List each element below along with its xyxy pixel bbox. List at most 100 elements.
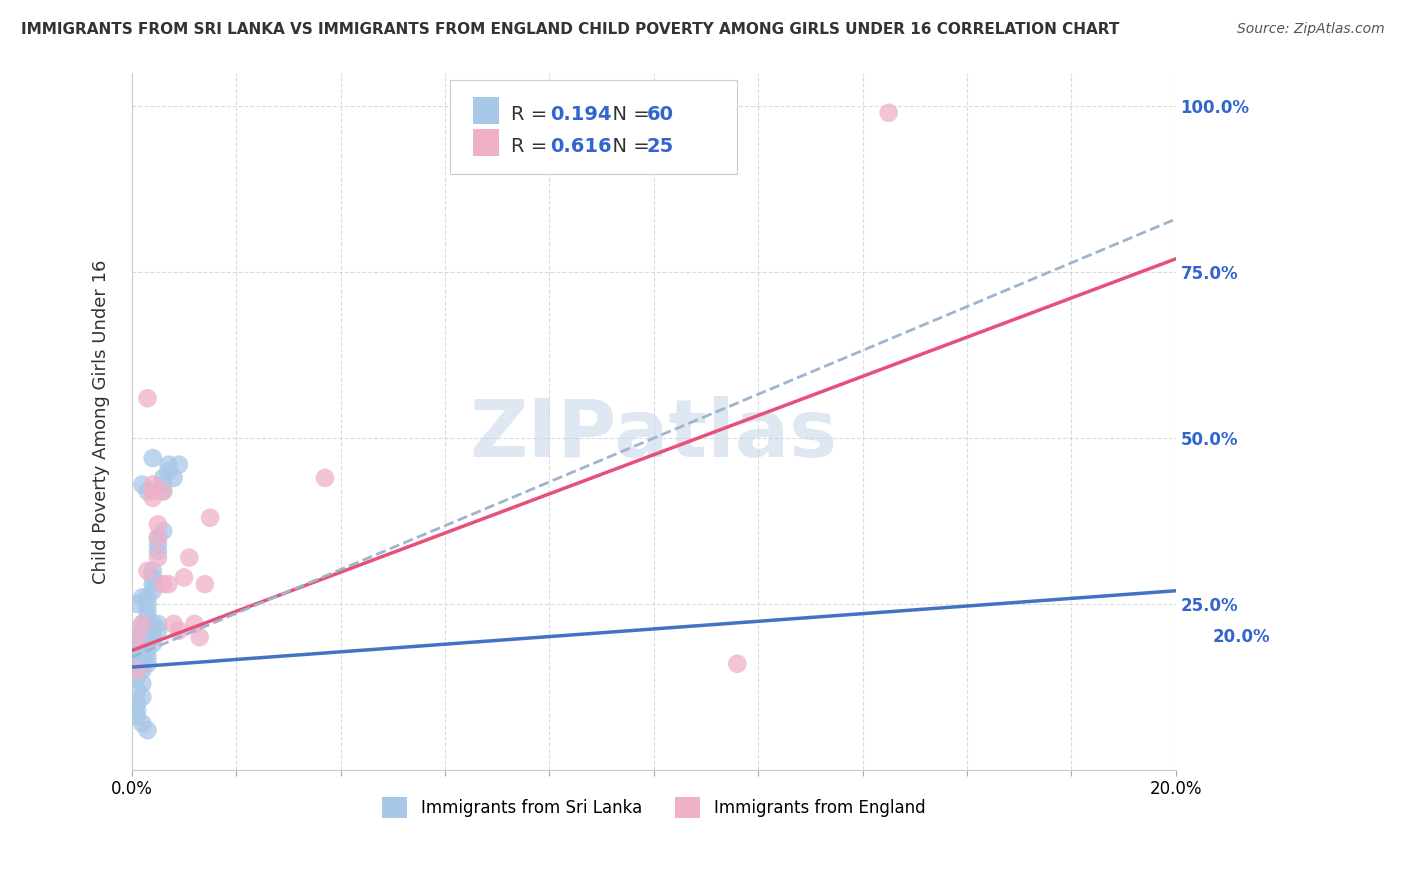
Point xyxy=(136,391,159,405)
Point xyxy=(131,591,153,605)
Point xyxy=(136,624,159,638)
Point xyxy=(152,577,174,591)
Point xyxy=(179,550,201,565)
Point xyxy=(131,477,153,491)
Point xyxy=(125,703,148,717)
Point xyxy=(125,710,148,724)
Point xyxy=(152,484,174,499)
Point xyxy=(131,650,153,665)
Point xyxy=(131,643,153,657)
Text: Source: ZipAtlas.com: Source: ZipAtlas.com xyxy=(1237,22,1385,37)
Y-axis label: Child Poverty Among Girls Under 16: Child Poverty Among Girls Under 16 xyxy=(93,260,110,583)
Point xyxy=(152,471,174,485)
Point xyxy=(125,670,148,684)
Point xyxy=(167,624,190,638)
Text: 60: 60 xyxy=(647,104,673,124)
Point xyxy=(142,491,165,505)
Text: IMMIGRANTS FROM SRI LANKA VS IMMIGRANTS FROM ENGLAND CHILD POVERTY AMONG GIRLS U: IMMIGRANTS FROM SRI LANKA VS IMMIGRANTS … xyxy=(21,22,1119,37)
Point xyxy=(136,610,159,624)
Point xyxy=(136,643,159,657)
Point xyxy=(125,683,148,698)
Point xyxy=(125,630,148,644)
Point xyxy=(146,550,169,565)
Point xyxy=(146,624,169,638)
Point xyxy=(183,617,205,632)
Point xyxy=(146,537,169,551)
Text: 0.194: 0.194 xyxy=(551,104,612,124)
Point xyxy=(142,624,165,638)
Point xyxy=(136,650,159,665)
Point xyxy=(131,617,153,632)
Legend: Immigrants from Sri Lanka, Immigrants from England: Immigrants from Sri Lanka, Immigrants fr… xyxy=(375,790,932,824)
Text: ZIPatlas: ZIPatlas xyxy=(470,396,838,475)
Text: 0.616: 0.616 xyxy=(551,136,612,156)
Point xyxy=(142,577,165,591)
Point xyxy=(152,477,174,491)
Point xyxy=(125,597,148,611)
Point xyxy=(877,105,900,120)
Point xyxy=(142,637,165,651)
Point xyxy=(157,458,180,472)
Point xyxy=(162,471,184,485)
Point xyxy=(125,664,148,678)
Bar xyxy=(474,97,499,124)
Point xyxy=(146,544,169,558)
Text: N =: N = xyxy=(599,136,655,156)
Point xyxy=(136,630,159,644)
Point xyxy=(142,570,165,584)
Point xyxy=(188,630,211,644)
Point xyxy=(152,524,174,538)
Point xyxy=(198,510,221,524)
Point xyxy=(125,664,148,678)
Point xyxy=(194,577,217,591)
Text: R =: R = xyxy=(510,136,554,156)
Point xyxy=(136,604,159,618)
Point xyxy=(125,630,148,644)
Point xyxy=(157,577,180,591)
Point xyxy=(142,630,165,644)
Point xyxy=(131,617,153,632)
Point xyxy=(125,657,148,671)
Text: R =: R = xyxy=(510,104,554,124)
Point xyxy=(131,716,153,731)
Bar xyxy=(474,129,499,156)
Point xyxy=(131,664,153,678)
Point xyxy=(136,564,159,578)
Point xyxy=(173,570,195,584)
Point xyxy=(125,697,148,711)
Point xyxy=(167,458,190,472)
Point xyxy=(131,637,153,651)
Point xyxy=(142,484,165,499)
FancyBboxPatch shape xyxy=(450,80,737,174)
Point xyxy=(125,637,148,651)
Text: 20.0%: 20.0% xyxy=(1212,628,1270,646)
Point xyxy=(131,630,153,644)
Text: 25: 25 xyxy=(647,136,673,156)
Point xyxy=(136,591,159,605)
Point xyxy=(142,583,165,598)
Point xyxy=(125,643,148,657)
Point xyxy=(146,531,169,545)
Point xyxy=(162,617,184,632)
Point xyxy=(725,657,748,671)
Point xyxy=(152,484,174,499)
Point xyxy=(146,617,169,632)
Point xyxy=(142,477,165,491)
Point xyxy=(136,637,159,651)
Text: N =: N = xyxy=(599,104,655,124)
Point xyxy=(131,657,153,671)
Point xyxy=(146,517,169,532)
Point xyxy=(314,471,336,485)
Point xyxy=(125,650,148,665)
Point xyxy=(131,676,153,690)
Point xyxy=(142,617,165,632)
Point xyxy=(131,690,153,704)
Point xyxy=(131,624,153,638)
Point xyxy=(136,597,159,611)
Point xyxy=(136,657,159,671)
Point xyxy=(157,464,180,478)
Point xyxy=(142,564,165,578)
Point xyxy=(136,617,159,632)
Point xyxy=(142,450,165,465)
Point xyxy=(146,531,169,545)
